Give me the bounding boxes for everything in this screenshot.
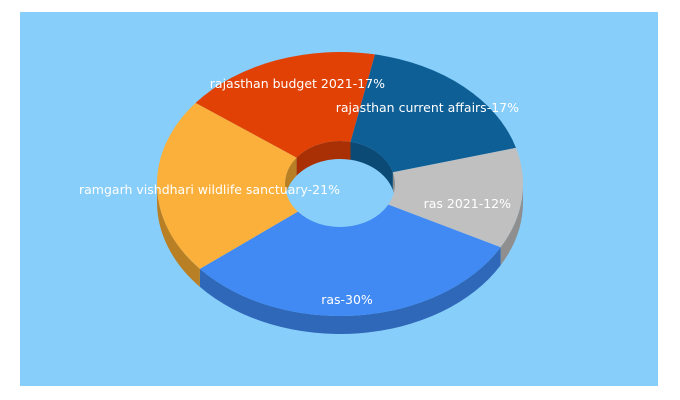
slice-label-ras: ras-30% (321, 292, 373, 307)
slice-inner-wall-rajasthan-current-affairs (350, 141, 393, 191)
slice-side-ras-2021 (500, 184, 523, 266)
slice-label-rajasthan-current-affairs: rajasthan current affairs-17% (336, 100, 519, 115)
slice-inner-wall-ramgarh-vishdhari-wildlife-sanctuary (285, 157, 297, 202)
slice-side-ramgarh-vishdhari-wildlife-sanctuary (157, 184, 200, 287)
slice-inner-wall-rajasthan-budget-2021 (296, 141, 351, 176)
chart-panel: rajasthan current affairs-17% ras 2021-12… (20, 12, 658, 386)
slice-side-ras (199, 247, 501, 334)
donut-chart: rajasthan current affairs-17% ras 2021-12… (79, 51, 523, 334)
slice-label-rajasthan-budget-2021: rajasthan budget 2021-17% (210, 76, 385, 91)
slice-rajasthan-current-affairs[interactable] (350, 54, 516, 173)
slice-ras-2021[interactable] (388, 147, 523, 248)
slice-ramgarh-vishdhari-wildlife-sanctuary[interactable] (156, 102, 298, 269)
slice-ras[interactable] (199, 204, 501, 316)
slice-label-ras-2021: ras 2021-12% (424, 196, 512, 211)
slice-rajasthan-budget-2021[interactable] (195, 51, 375, 158)
slice-label-ramgarh-vishdhari-wildlife-sanctuary: ramgarh vishdhari wildlife sanctuary-21% (79, 182, 340, 197)
